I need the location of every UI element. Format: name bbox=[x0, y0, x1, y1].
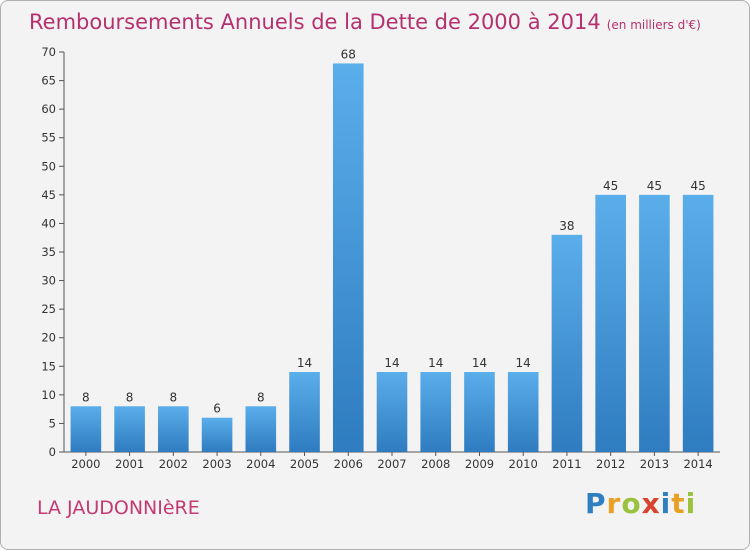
logo-letter: i bbox=[660, 487, 672, 520]
bar-value-label: 68 bbox=[341, 47, 356, 61]
y-tick-label: 55 bbox=[41, 131, 56, 145]
bar-2013 bbox=[639, 194, 670, 452]
bar-value-label: 8 bbox=[170, 390, 178, 404]
x-tick-label: 2001 bbox=[115, 457, 144, 471]
bar-2002 bbox=[158, 406, 189, 452]
chart-labels: 2000 8 2001 8 2002 8 2003 6 2004 8 2005 14 2006 68 200… bbox=[71, 47, 713, 471]
x-tick-label: 2010 bbox=[509, 457, 538, 471]
chart-axes: 0 5 10 15 20 25 30 35 40 45 50 55 60 65 70 bbox=[41, 45, 720, 459]
y-tick-label: 50 bbox=[41, 159, 56, 173]
x-tick-label: 2014 bbox=[683, 457, 712, 471]
x-tick-label: 2003 bbox=[202, 457, 231, 471]
bar-2005 bbox=[289, 372, 320, 452]
x-tick-label: 2005 bbox=[290, 457, 319, 471]
bar-value-label: 8 bbox=[126, 390, 134, 404]
bar-value-label: 45 bbox=[690, 179, 705, 193]
bar-2006 bbox=[332, 63, 364, 453]
bar-2003 bbox=[201, 417, 233, 452]
chart-title-text: Remboursements Annuels de la Dette de 20… bbox=[29, 10, 601, 34]
logo-letter: t bbox=[671, 487, 686, 520]
x-tick-label: 2000 bbox=[71, 457, 100, 471]
y-tick-label: 40 bbox=[41, 216, 56, 230]
bar-value-label: 6 bbox=[213, 402, 221, 416]
y-tick-label: 25 bbox=[41, 302, 56, 316]
y-tick-label: 0 bbox=[49, 445, 56, 459]
bar-value-label: 8 bbox=[82, 390, 90, 404]
chart-title: Remboursements Annuels de la Dette de 20… bbox=[29, 10, 701, 34]
logo-letter: i bbox=[685, 487, 697, 520]
y-tick-label: 15 bbox=[41, 359, 56, 373]
bar-value-label: 14 bbox=[297, 356, 312, 370]
bar-2010 bbox=[507, 372, 539, 452]
bar-2009 bbox=[464, 372, 495, 452]
bar-2008 bbox=[420, 372, 452, 452]
bar-2014 bbox=[682, 194, 714, 452]
x-tick-label: 2002 bbox=[159, 457, 188, 471]
y-tick-label: 10 bbox=[41, 388, 56, 402]
y-tick-label: 65 bbox=[41, 74, 56, 88]
y-tick-label: 20 bbox=[41, 331, 56, 345]
bar-value-label: 14 bbox=[516, 356, 531, 370]
chart-subtitle: (en milliers d'€) bbox=[606, 18, 701, 32]
bar-value-label: 45 bbox=[647, 179, 662, 193]
bar-2011 bbox=[551, 234, 583, 452]
x-tick-label: 2004 bbox=[246, 457, 275, 471]
bar-value-label: 45 bbox=[603, 179, 618, 193]
y-tick-label: 45 bbox=[41, 188, 56, 202]
x-tick-label: 2007 bbox=[377, 457, 406, 471]
x-tick-label: 2009 bbox=[465, 457, 494, 471]
x-tick-label: 2006 bbox=[334, 457, 363, 471]
y-tick-label: 70 bbox=[41, 45, 56, 59]
logo-letter: r bbox=[606, 487, 622, 520]
bar-value-label: 8 bbox=[257, 390, 265, 404]
x-tick-label: 2012 bbox=[596, 457, 625, 471]
logo-letter: o bbox=[621, 487, 642, 520]
x-tick-label: 2013 bbox=[640, 457, 669, 471]
logo-letter: P bbox=[585, 487, 607, 520]
bar-value-label: 14 bbox=[428, 356, 443, 370]
bar-value-label: 14 bbox=[384, 356, 399, 370]
bar-value-label: 14 bbox=[472, 356, 487, 370]
chart-bars bbox=[70, 63, 714, 453]
y-tick-label: 30 bbox=[41, 274, 56, 288]
bar-2000 bbox=[70, 406, 102, 452]
proxiti-logo: Proxiti bbox=[585, 487, 696, 520]
bar-2007 bbox=[376, 372, 408, 452]
x-tick-label: 2011 bbox=[552, 457, 581, 471]
bar-2001 bbox=[114, 406, 145, 452]
bar-value-label: 38 bbox=[559, 219, 574, 233]
x-tick-label: 2008 bbox=[421, 457, 450, 471]
y-tick-label: 35 bbox=[41, 245, 56, 259]
logo-letter: x bbox=[641, 487, 661, 520]
bar-2004 bbox=[245, 406, 277, 452]
y-tick-label: 60 bbox=[41, 102, 56, 116]
commune-name: LA JAUDONNIèRE bbox=[37, 497, 200, 519]
y-tick-label: 5 bbox=[49, 416, 56, 430]
bar-2012 bbox=[595, 194, 626, 452]
